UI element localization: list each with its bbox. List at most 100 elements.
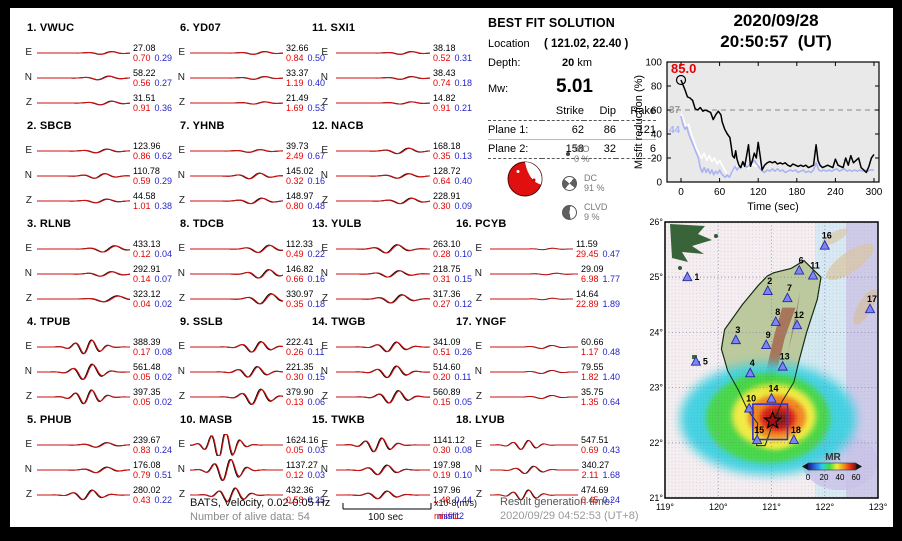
trace-misfit2: 0.08 xyxy=(154,346,173,357)
component-row: E 239.67 0.83 0.24 xyxy=(23,432,191,457)
trace-amplitude: 474.69 xyxy=(580,484,609,495)
component-row: N 340.27 2.11 1.68 xyxy=(452,457,620,482)
trace-misfit1: 0.14 xyxy=(133,273,151,284)
trace-misfit1: 0.17 xyxy=(133,346,151,357)
waveform-trace xyxy=(336,293,430,304)
component-row: N 29.09 6.98 1.77 xyxy=(452,261,620,286)
trace-misfit1: 0.04 xyxy=(133,298,151,309)
waveform-trace xyxy=(37,50,130,55)
component-row: N 38.43 0.74 0.18 xyxy=(308,65,476,90)
component-axis-label: E xyxy=(321,145,328,156)
trace-misfit2: 1.77 xyxy=(602,273,620,284)
trace-misfit1: 0.91 xyxy=(133,102,151,113)
focal-mechanism-beachball-icon xyxy=(507,161,543,197)
component-row: E 168.18 0.35 0.13 xyxy=(308,138,476,163)
trace-misfit2: 0.02 xyxy=(154,396,173,407)
trace-amplitude: 433.13 xyxy=(133,238,161,249)
waveform-trace xyxy=(490,297,573,300)
x-tick-label: 180 xyxy=(788,187,805,198)
trace-amplitude: 112.33 xyxy=(286,238,313,249)
trace-misfit2: 0.18 xyxy=(307,298,326,309)
mw-label: Mw: xyxy=(488,83,509,95)
trace-amplitude: 44.58 xyxy=(133,190,156,201)
component-axis-label: Z xyxy=(475,293,482,304)
component-axis-label: Z xyxy=(475,391,482,402)
colorbar xyxy=(807,462,857,471)
trace-values: 292.91 0.14 0.07 xyxy=(133,264,172,284)
trace-misfit2: 0.29 xyxy=(154,175,173,186)
lon-tick-label: 122° xyxy=(815,502,834,512)
trace-misfit1: 0.66 xyxy=(286,273,304,284)
waveform-trace xyxy=(37,488,130,500)
waveform-trace xyxy=(336,147,430,154)
component-axis-label: Z xyxy=(321,489,328,500)
lon-tick-label: 121° xyxy=(762,502,781,512)
iso-pct: 0 % xyxy=(574,154,590,164)
component-axis-label: N xyxy=(177,72,185,83)
trace-misfit2: 0.48 xyxy=(602,346,620,357)
trace-values: 263.10 0.28 0.10 xyxy=(433,239,472,259)
component-row: E 11.59 29.45 0.47 xyxy=(452,236,620,261)
component-axis-label: N xyxy=(177,366,185,377)
component-row: Z 397.35 0.05 0.02 xyxy=(23,384,191,409)
trace-amplitude: 218.75 xyxy=(433,263,461,274)
trace-misfit1: 0.12 xyxy=(133,248,151,259)
depth-unit: km xyxy=(577,57,592,69)
component-axis-label: E xyxy=(25,439,32,450)
waveform-trace xyxy=(490,247,573,250)
component-axis-label: N xyxy=(320,268,328,279)
trace-misfit1: 0.64 xyxy=(433,175,451,186)
trace-amplitude: 148.97 xyxy=(286,190,314,201)
component-row: Z 330.97 0.35 0.18 xyxy=(176,286,344,311)
trace-misfit1: 0.31 xyxy=(433,273,451,284)
waveform-trace xyxy=(336,75,430,80)
border-right xyxy=(893,0,902,541)
result-time-value: 2020/09/29 04:52:53 (UT+8) xyxy=(500,510,639,522)
component-row: Z 148.97 0.80 0.48 xyxy=(176,188,344,213)
component-axis-label: N xyxy=(177,170,185,181)
component-row: E 341.09 0.51 0.26 xyxy=(308,334,476,359)
station-block: 9. SSLB E 222.41 0.26 0.11 N 221.35 0.30 0.15 Z 37… xyxy=(176,316,344,409)
lon-tick-label: 123° xyxy=(869,502,888,512)
waveform-trace xyxy=(336,50,430,55)
waveform-trace xyxy=(336,243,430,253)
component-axis-label: E xyxy=(25,243,32,254)
trace-values: 1141.12 0.30 0.08 xyxy=(433,435,472,455)
component-axis-label: E xyxy=(321,243,328,254)
trace-amplitude: 379.90 xyxy=(286,386,314,397)
trace-misfit1: 0.91 xyxy=(433,102,451,113)
trace-amplitude: 168.18 xyxy=(433,140,461,151)
component-row: N 514.60 0.20 0.11 xyxy=(308,359,476,384)
station-block: 14. TWGB E 341.09 0.51 0.26 N 514.60 0.20 0.11 Z 5… xyxy=(308,316,476,409)
trace-amplitude: 14.82 xyxy=(433,92,456,103)
waveform-trace xyxy=(336,463,430,475)
component-row: N 110.78 0.59 0.29 xyxy=(23,163,191,188)
station-triangle-icon xyxy=(807,269,819,280)
station-header: 16. PCYB xyxy=(456,218,507,230)
trace-values: 168.18 0.35 0.13 xyxy=(433,141,472,161)
trace-values: 176.08 0.79 0.51 xyxy=(133,460,172,480)
component-row: Z 14.64 22.89 1.89 xyxy=(452,286,620,311)
waveform-trace xyxy=(190,148,283,153)
station-block: 15. TWKB E 1141.12 0.30 0.08 N 197.98 0.19 0.10 Z… xyxy=(308,414,476,507)
trace-misfit2: 0.47 xyxy=(602,248,620,259)
component-row: N 58.22 0.56 0.27 xyxy=(23,65,191,90)
component-axis-label: E xyxy=(178,243,185,254)
trace-misfit2: 0.05 xyxy=(454,396,473,407)
trace-values: 1137.27 0.12 0.03 xyxy=(286,460,325,480)
trace-misfit2: 1.68 xyxy=(602,469,620,480)
lat-tick-label: 26° xyxy=(650,217,663,227)
component-axis-label: N xyxy=(177,268,185,279)
col-dip: Dip xyxy=(584,102,616,121)
trace-amplitude: 560.89 xyxy=(433,386,461,397)
component-row: Z 35.75 1.35 0.64 xyxy=(452,384,620,409)
trace-amplitude: 110.78 xyxy=(133,165,160,176)
trace-amplitude: 123.96 xyxy=(133,140,161,151)
station-header: 18. LYUB xyxy=(456,414,505,426)
station-header: 6. YD07 xyxy=(180,22,221,34)
plane2-dip: 32 xyxy=(584,140,616,159)
waveform-trace xyxy=(336,364,430,378)
station-header: 3. RLNB xyxy=(27,218,72,230)
clvd-beachball-icon xyxy=(562,204,577,220)
